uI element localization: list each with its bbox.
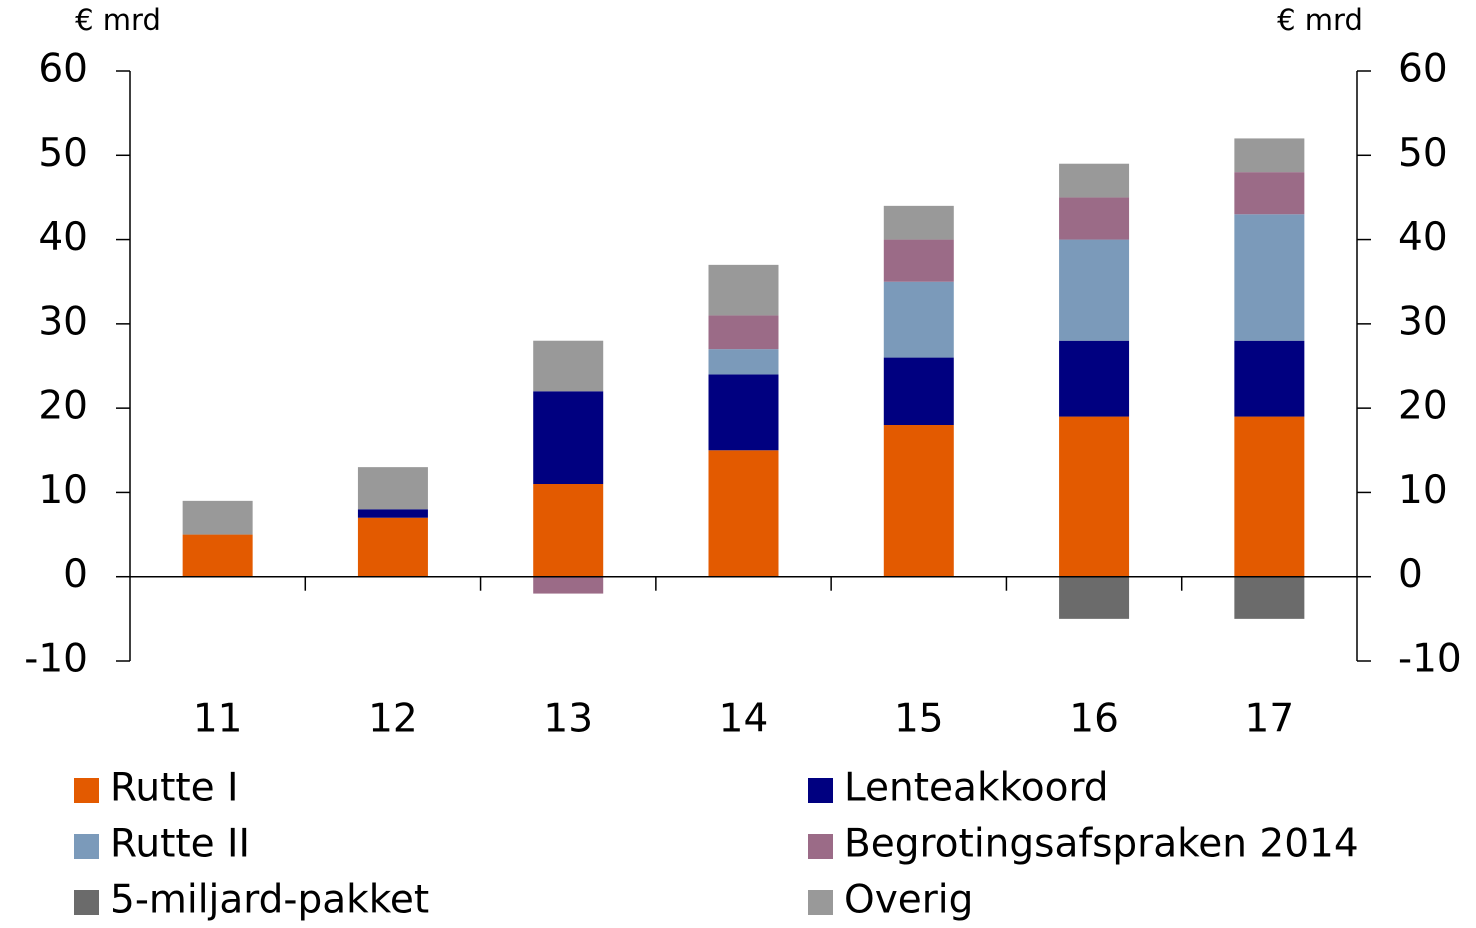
bar-segment bbox=[533, 391, 604, 484]
bar-segment bbox=[1234, 576, 1305, 619]
legend-label: Lenteakkoord bbox=[844, 766, 1109, 811]
bar-segment bbox=[883, 425, 954, 577]
legend-swatch bbox=[74, 834, 99, 859]
legend-label: 5-miljard-pakket bbox=[110, 878, 429, 923]
y2-axis-label: € mrd bbox=[1277, 3, 1363, 37]
legend-label: Overig bbox=[844, 878, 973, 923]
bar-segment bbox=[708, 315, 779, 350]
legend-label: Rutte I bbox=[110, 766, 239, 811]
legend-label: Begrotingsafspraken 2014 bbox=[844, 822, 1359, 867]
y-tick-label: 0 bbox=[63, 552, 88, 597]
bar-segment bbox=[708, 349, 779, 375]
legend-swatch bbox=[74, 778, 99, 803]
y2-tick-label: -10 bbox=[1398, 637, 1462, 682]
bar-segment bbox=[1234, 416, 1305, 577]
y-tick-label: 40 bbox=[38, 215, 88, 260]
y2-tick-label: 40 bbox=[1398, 215, 1448, 260]
x-tick-label: 11 bbox=[193, 697, 243, 742]
legend-swatch bbox=[808, 778, 833, 803]
x-tick-label: 13 bbox=[543, 697, 593, 742]
bar-segment bbox=[708, 450, 779, 577]
legend-swatch bbox=[808, 834, 833, 859]
y2-tick-label: 50 bbox=[1398, 131, 1448, 176]
bar-segment bbox=[182, 534, 253, 577]
y2-tick-label: 30 bbox=[1398, 299, 1448, 344]
bar-segment bbox=[708, 264, 779, 316]
y2-tick-label: 10 bbox=[1398, 468, 1448, 513]
x-tick-label: 12 bbox=[368, 697, 418, 742]
y-tick-label: 60 bbox=[38, 47, 88, 92]
bar-segment bbox=[182, 500, 253, 535]
bar-segment bbox=[883, 281, 954, 358]
bar-segment bbox=[357, 467, 428, 510]
bar-segment bbox=[533, 484, 604, 577]
y2-tick-label: 0 bbox=[1398, 552, 1423, 597]
y-tick-label: 30 bbox=[38, 299, 88, 344]
bar-segment bbox=[1234, 214, 1305, 341]
bar-segment bbox=[1059, 340, 1130, 417]
y2-tick-label: 60 bbox=[1398, 47, 1448, 92]
y-tick-label: -10 bbox=[24, 637, 88, 682]
bar-segment bbox=[1059, 239, 1130, 341]
bar-segment bbox=[1059, 197, 1130, 240]
x-tick-label: 17 bbox=[1245, 697, 1295, 742]
bar-segment bbox=[708, 374, 779, 451]
bar-segment bbox=[533, 576, 604, 594]
x-tick-label: 15 bbox=[894, 697, 944, 742]
bar-segment bbox=[1234, 172, 1305, 215]
x-tick-label: 16 bbox=[1069, 697, 1119, 742]
bar-segment bbox=[1059, 416, 1130, 577]
x-tick-label: 14 bbox=[719, 697, 769, 742]
bar-segment bbox=[1059, 576, 1130, 619]
bar-segment bbox=[1234, 340, 1305, 417]
bar-segment bbox=[883, 357, 954, 425]
legend-swatch bbox=[808, 890, 833, 915]
legend-swatch bbox=[74, 890, 99, 915]
y-tick-label: 20 bbox=[38, 384, 88, 429]
y-tick-label: 50 bbox=[38, 131, 88, 176]
bar-segment bbox=[883, 205, 954, 240]
y-axis-label: € mrd bbox=[75, 3, 161, 37]
bar-segment bbox=[357, 509, 428, 518]
bar-segment bbox=[883, 239, 954, 282]
legend-label: Rutte II bbox=[110, 822, 250, 867]
bar-segment bbox=[1234, 138, 1305, 173]
y2-tick-label: 20 bbox=[1398, 384, 1448, 429]
bar-segment bbox=[533, 340, 604, 392]
bar-segment bbox=[357, 517, 428, 577]
y-tick-label: 10 bbox=[38, 468, 88, 513]
bar-segment bbox=[1059, 163, 1130, 198]
